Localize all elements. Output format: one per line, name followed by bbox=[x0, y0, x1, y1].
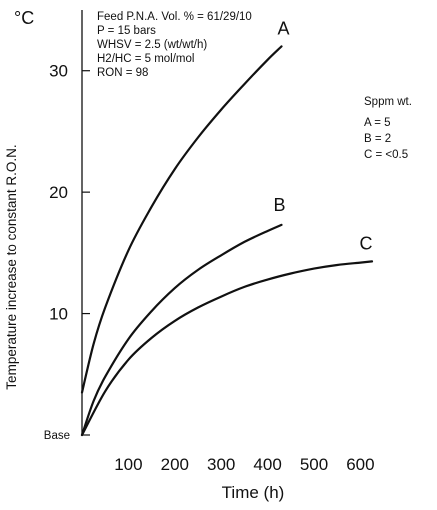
legend-entry: B = 2 bbox=[364, 133, 391, 145]
series-line-a bbox=[80, 45, 283, 394]
conditions-annotation: Feed P.N.A. Vol. % = 61/29/10 P = 15 bar… bbox=[97, 11, 252, 79]
legend: Sppm wt. A = 5 B = 2 C = <0.5 bbox=[364, 96, 412, 161]
x-tick-label: 600 bbox=[346, 455, 374, 474]
series-label-c: C bbox=[360, 233, 373, 253]
y-tick-label: 10 bbox=[49, 305, 68, 324]
y-axis-title: Temperature increase to constant R.O.N. bbox=[4, 144, 19, 389]
x-tick-label: 300 bbox=[207, 455, 235, 474]
series-line-c bbox=[80, 260, 374, 437]
series-line-b bbox=[80, 223, 283, 437]
series-label-a: A bbox=[278, 18, 290, 38]
condition-line: Feed P.N.A. Vol. % = 61/29/10 bbox=[97, 11, 252, 23]
legend-entry: A = 5 bbox=[364, 117, 391, 129]
y-tick-label: 30 bbox=[49, 62, 68, 81]
condition-line: P = 15 bars bbox=[97, 25, 156, 37]
legend-entry: C = <0.5 bbox=[364, 149, 408, 161]
y-tick-label: Base bbox=[44, 430, 70, 442]
condition-line: H2/HC = 5 mol/mol bbox=[97, 53, 194, 65]
y-tick-label: 20 bbox=[49, 183, 68, 202]
x-tick-label: 400 bbox=[253, 455, 281, 474]
condition-line: WHSV = 2.5 (wt/wt/h) bbox=[97, 39, 207, 51]
x-tick-label: 200 bbox=[161, 455, 189, 474]
x-tick-label: 100 bbox=[114, 455, 142, 474]
series-label-b: B bbox=[274, 195, 286, 215]
x-tick-label: 500 bbox=[300, 455, 328, 474]
y-ticks: Base 10 20 30 bbox=[44, 62, 90, 442]
y-unit-label: °C bbox=[14, 8, 34, 28]
curves: A B C bbox=[80, 18, 374, 437]
x-axis-title: Time (h) bbox=[222, 483, 285, 502]
legend-title: Sppm wt. bbox=[364, 96, 412, 108]
condition-line: RON = 98 bbox=[97, 67, 148, 79]
x-ticks: 100 200 300 400 500 600 bbox=[114, 455, 374, 474]
